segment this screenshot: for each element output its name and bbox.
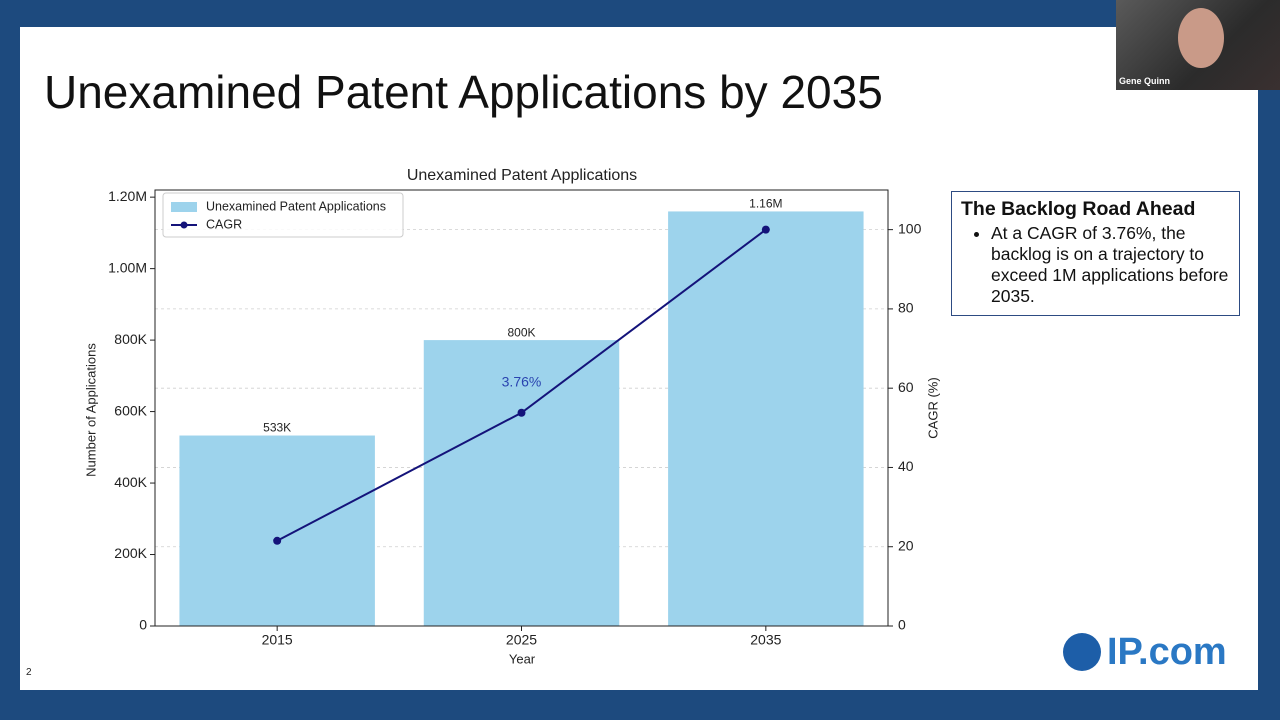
y-tick-label: 200K	[114, 545, 147, 561]
page-number: 2	[26, 667, 32, 678]
bar	[423, 340, 620, 626]
y2-tick-label: 20	[898, 537, 914, 553]
bar	[179, 435, 375, 626]
bar-value-label: 533K	[263, 421, 291, 435]
legend-label: Unexamined Patent Applications	[206, 199, 386, 213]
y-tick-label: 600K	[114, 402, 147, 418]
webcam-name: Gene Quinn	[1119, 76, 1171, 86]
y2-tick-label: 80	[898, 300, 914, 316]
y-tick-label: 400K	[114, 474, 147, 490]
x-tick-label: 2035	[750, 632, 781, 648]
bar-value-label: 1.16M	[749, 197, 782, 211]
logo: IP.com	[1063, 630, 1227, 673]
annotation: 3.76%	[502, 373, 542, 389]
x-tick-label: 2015	[262, 632, 293, 648]
y-tick-label: 800K	[114, 331, 147, 347]
webcam-face	[1178, 8, 1224, 68]
y2-axis-label: CAGR (%)	[925, 377, 940, 438]
legend-label: CAGR	[206, 217, 242, 231]
cagr-point	[517, 408, 526, 417]
chart-title: Unexamined Patent Applications	[407, 167, 637, 184]
y2-tick-label: 0	[898, 617, 906, 633]
y2-tick-label: 60	[898, 379, 914, 395]
text-box: The Backlog Road Ahead At a CAGR of 3.76…	[951, 191, 1240, 316]
x-tick-label: 2025	[506, 632, 537, 648]
bullet-list: At a CAGR of 3.76%, the backlog is on a …	[961, 223, 1231, 307]
y2-tick-label: 40	[898, 458, 914, 474]
y-axis-label: Number of Applications	[83, 343, 98, 477]
legend-box	[162, 192, 404, 238]
text-box-heading: The Backlog Road Ahead	[961, 198, 1196, 220]
y-tick-label: 0	[139, 617, 147, 633]
logo-icon	[1063, 633, 1101, 671]
bar-value-label: 800K	[507, 325, 535, 339]
bar	[668, 211, 864, 626]
cagr-point	[761, 225, 770, 234]
cagr-point	[273, 536, 282, 545]
logo-text: IP.com	[1107, 630, 1227, 673]
legend-swatch	[171, 202, 197, 212]
y2-tick-label: 100	[898, 220, 922, 236]
bullet: At a CAGR of 3.76%, the backlog is on a …	[991, 223, 1231, 307]
y-tick-label: 1.20M	[108, 188, 147, 204]
slide-title: Unexamined Patent Applications by 2035	[44, 66, 883, 118]
webcam-tile: Gene Quinn	[1116, 0, 1280, 90]
y-tick-label: 1.00M	[108, 259, 147, 275]
legend-marker	[180, 221, 188, 229]
x-axis-label: Year	[509, 651, 536, 666]
